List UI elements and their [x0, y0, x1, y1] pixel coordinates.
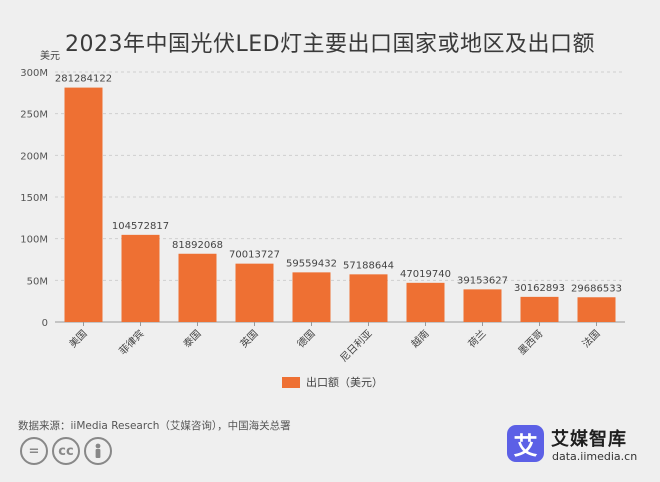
y-tick-label: 50M [27, 276, 48, 287]
data-label: 39153627 [457, 275, 508, 286]
data-label: 57188644 [343, 260, 394, 271]
data-label: 70013727 [229, 250, 280, 261]
x-tick-label: 墨西哥 [516, 328, 546, 358]
x-tick-label: 菲律宾 [116, 327, 146, 357]
x-tick-label: 泰国 [180, 327, 203, 350]
x-tick-label: 越南 [408, 327, 431, 350]
x-tick-label: 尼日利亚 [338, 328, 375, 365]
data-label: 30162893 [514, 283, 565, 294]
x-tick-label: 英国 [237, 327, 260, 350]
data-label: 29686533 [571, 283, 622, 294]
bar [292, 272, 331, 322]
creative-commons-icon: cc [52, 437, 80, 465]
legend-label: 出口额（美元） [306, 376, 383, 389]
bar-chart: 美元 0 50M 100M 150M 200M 250M 300M 281284122 美国 104… [20, 49, 625, 365]
license-icons: = cc [20, 437, 112, 465]
data-label: 281284122 [55, 74, 112, 85]
data-label: 59559432 [286, 258, 337, 269]
y-tick-label: 0 [42, 318, 48, 329]
legend: 出口额（美元） [282, 374, 383, 390]
chart-title: 2023年中国光伏LED灯主要出口国家或地区及出口额 [64, 32, 596, 57]
equals-icon: = [20, 437, 48, 465]
y-tick-label: 300M [20, 68, 48, 79]
bar [520, 296, 559, 322]
x-tick-label: 法国 [579, 327, 602, 350]
data-label: 47019740 [400, 269, 451, 280]
data-label: 104572817 [112, 221, 169, 232]
y-tick-label: 100M [20, 235, 48, 246]
logo-url: data.iimedia.cn [552, 450, 638, 463]
bar [178, 253, 217, 322]
x-tick-label: 荷兰 [465, 327, 488, 350]
y-tick-label: 150M [20, 193, 48, 204]
iimedia-logo-icon: 艾 [507, 425, 544, 462]
data-label: 81892068 [172, 240, 223, 251]
person-icon [84, 437, 112, 465]
logo-title: 艾媒智库 [551, 429, 627, 450]
bar [577, 297, 616, 322]
legend-swatch [282, 376, 300, 388]
bar [463, 289, 502, 322]
x-tick-label: 德国 [294, 327, 317, 350]
bar [349, 274, 388, 322]
bar [121, 234, 160, 322]
bar [406, 282, 445, 322]
source-note: 数据来源：iiMedia Research（艾媒咨询），中国海关总署 [18, 420, 291, 432]
y-axis-unit-label: 美元 [40, 49, 60, 62]
y-tick-label: 200M [20, 151, 48, 162]
bar [235, 263, 274, 322]
x-tick-label: 美国 [66, 327, 89, 350]
bar [64, 87, 103, 323]
y-tick-label: 250M [20, 110, 48, 121]
